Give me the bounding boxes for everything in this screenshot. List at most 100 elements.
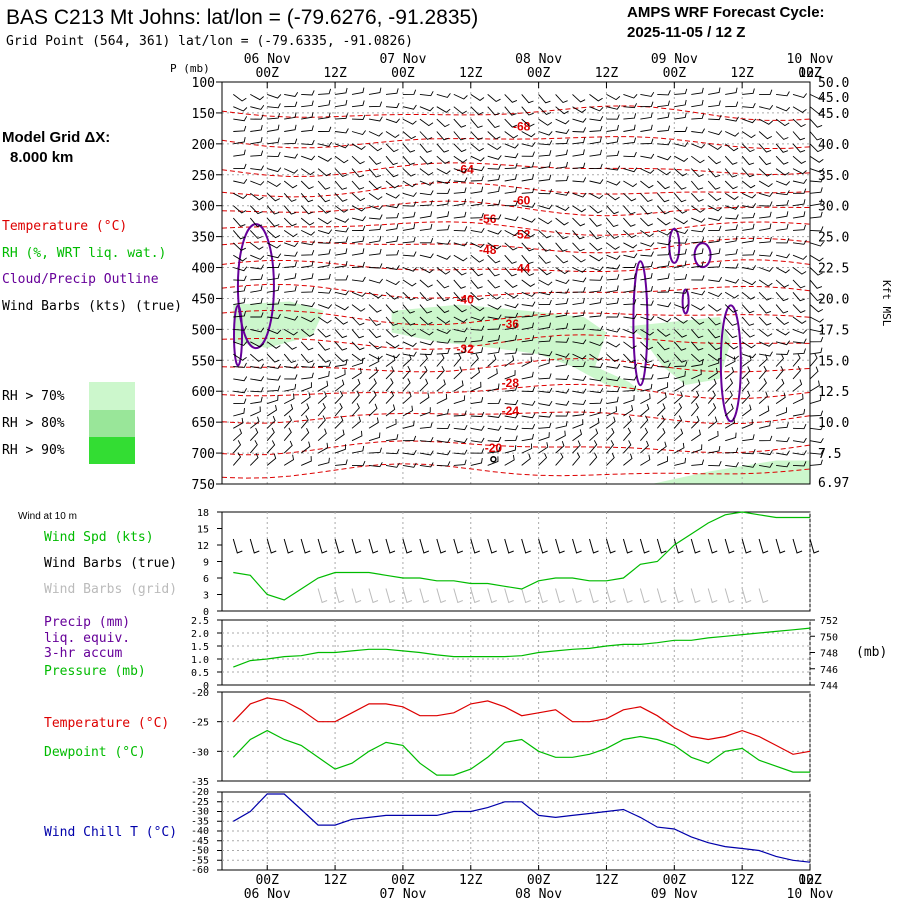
wind-barb [487,254,501,264]
wind-barb [606,327,621,333]
legend-precip: Precip (mm) [44,615,130,630]
wind-barb [385,462,400,468]
wind-barb [691,379,701,392]
wind-barb [691,359,704,367]
wind-barb [538,174,552,182]
wind-barb [521,424,536,430]
bottom-time-label: 00Z [255,873,279,888]
wind-barb [283,393,295,405]
wind-barb [504,174,517,182]
wind-barb [470,199,484,207]
wind-barb [792,348,806,355]
wind-barb [487,456,499,466]
wind-barb [351,358,364,367]
wind-barb [758,365,767,380]
rh70-swatch [89,382,135,410]
wind-barb [657,140,671,146]
wind-barb [691,205,705,213]
wind-barb [351,316,365,326]
sfc-wind-barb [707,538,718,554]
wind-barb [589,266,604,272]
wind-barb [606,264,621,270]
wind-barb [402,89,417,95]
wind-barb [267,328,282,335]
wind-barb [792,267,807,275]
wind-barb [521,142,536,147]
calm-marker [490,456,497,463]
wind-barb [351,180,365,190]
wind-barb [759,251,773,257]
wind-barb [233,149,246,157]
wind-barb [351,353,366,362]
wind-barb [640,454,651,466]
wind-barb [674,304,689,309]
wind-barb [656,341,670,351]
wind-barb [572,399,587,405]
grid-wind-barb [504,588,514,604]
wind-barb [640,180,654,189]
wind-barb [758,304,772,314]
wind-barb [334,415,344,429]
wind-barb [555,353,570,358]
wind-barb [640,101,654,108]
wind-barb [792,155,807,164]
sfc-wind-barb [317,538,328,554]
wind-barb [250,406,261,417]
wind-barb [351,205,366,212]
wind-barb [640,393,651,404]
wind-barb [572,205,587,213]
wind-barb [708,216,723,222]
wind-barb [572,149,585,157]
wind-barb [809,327,824,333]
wind-barb [504,200,518,207]
temp-y-label: -35 [191,777,209,788]
wind-barb [792,118,806,128]
wind-barb [742,353,757,359]
wind-barb [504,162,518,170]
grid-wind-barb [351,588,362,604]
wind-barb [572,286,586,293]
top-time-label: 00Z [527,66,551,81]
wind-barb [724,192,739,200]
wind-barb [504,143,519,149]
wind-barb [572,177,587,183]
wind-barb [385,131,400,139]
wind-barb [724,143,739,152]
wind-barb [674,126,688,132]
wind-barb [419,118,434,127]
wind-barb [453,292,466,302]
wind-barb [385,291,400,300]
wind-barb [334,390,344,404]
wind-barb [809,380,820,392]
wind-barb [487,291,501,300]
wind-barb [402,316,416,326]
wind-barb [742,265,756,271]
wind-barb [657,229,672,236]
wind-barb [725,87,738,95]
wind-barb [318,248,331,256]
wind-barb [436,338,451,344]
legend-wind-barbs: Wind Barbs (kts) (true) [2,299,182,314]
wind-barb [250,165,264,171]
wind-barb [266,242,281,249]
wind-barb [521,94,534,104]
wind-barb [707,316,721,326]
wind-barb [334,168,348,178]
wind-barb [792,461,807,467]
p-tick-label: 150 [192,107,215,122]
wind-barb [691,290,706,296]
sfc-wind-barb [572,538,582,554]
wind-barb [487,267,500,277]
wind-barb [385,390,395,404]
isotherm [221,283,811,299]
temp-y-label: -25 [191,718,209,729]
sfc-wind-barb [589,538,599,554]
wind-barb [572,297,585,306]
wind-barb [470,458,483,466]
wind-barb [487,279,500,289]
wind-barb [724,168,738,178]
wind-barb [453,327,468,333]
wind-barb [453,459,467,466]
wind-barb [623,205,636,215]
wind-barb [233,408,245,417]
